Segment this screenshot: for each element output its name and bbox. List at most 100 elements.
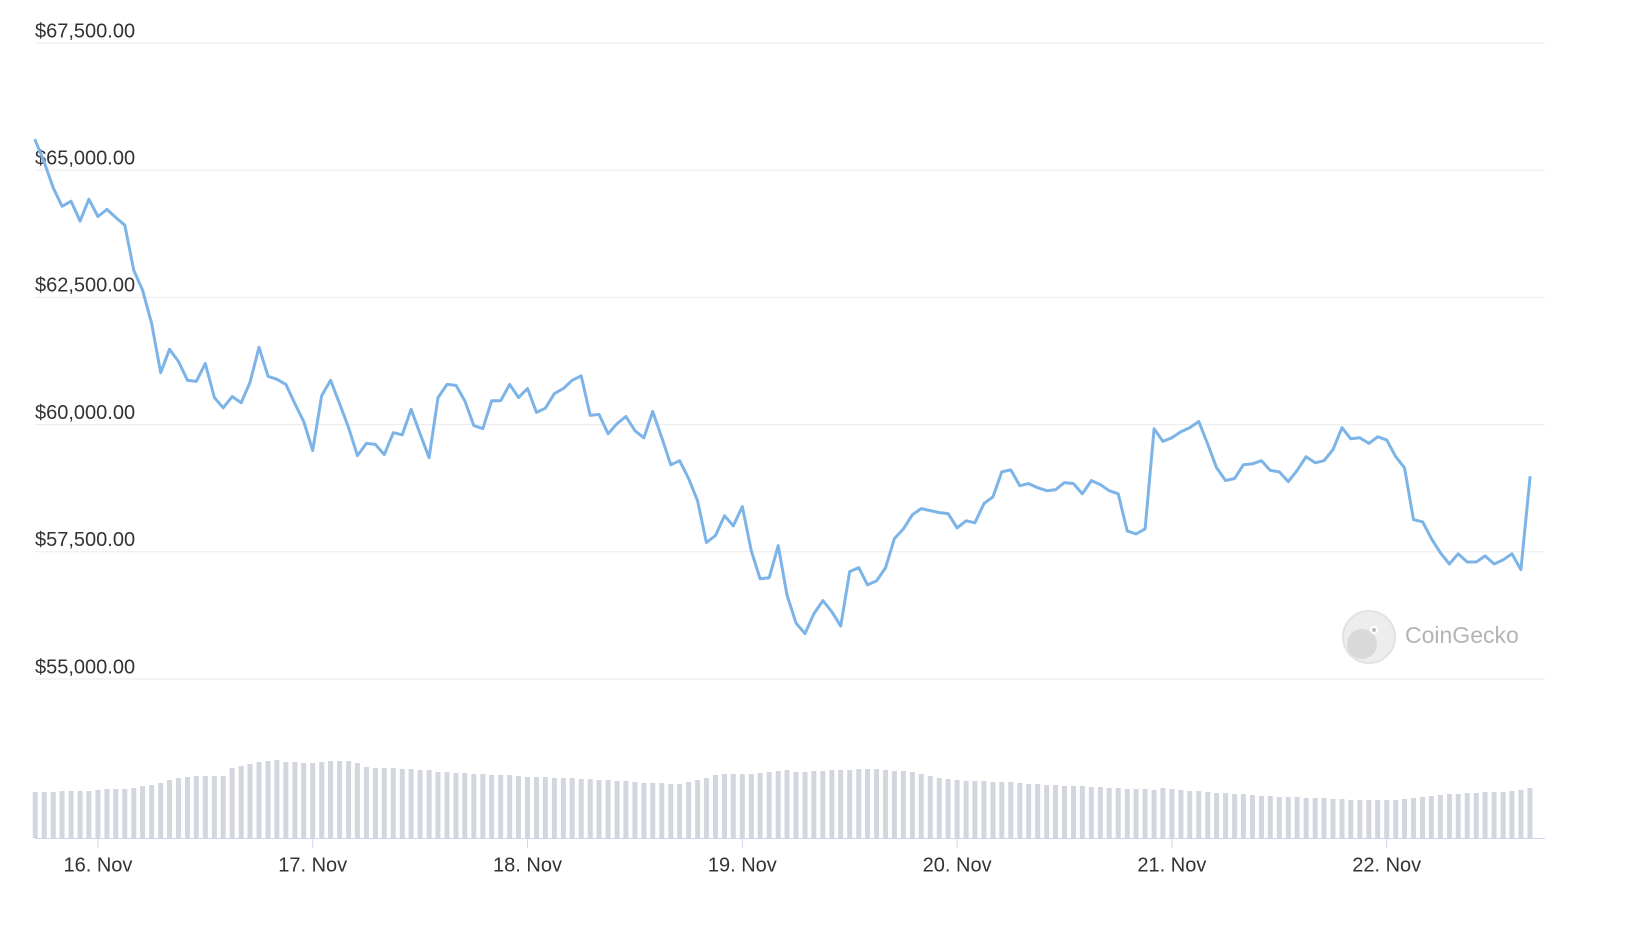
volume-bar [435,772,441,838]
volume-bar [838,770,844,838]
volume-bar [301,763,307,838]
volume-bar [1079,786,1085,838]
volume-bar [1151,790,1157,838]
volume-bar [587,779,593,838]
volume-bar [319,762,325,838]
volume-bar [1240,794,1246,838]
volume-bar [68,791,74,838]
volume-bar [641,783,647,838]
volume-bar [1509,791,1515,838]
volume-bar [1348,800,1354,838]
volume-bar [1428,796,1434,838]
x-tick-label: 16. Nov [63,854,132,876]
volume-bar [256,762,262,838]
volume-bar [122,789,128,838]
volume-bar [1464,793,1470,838]
volume-bar [1285,797,1291,838]
volume-bar [229,768,235,838]
y-tick-label: $60,000.00 [35,402,135,424]
volume-bar [1097,787,1103,838]
volume-bar [1026,784,1032,838]
volume-bar [927,776,933,838]
volume-bar [265,761,271,838]
volume-bar [1044,785,1050,838]
volume-bar [381,768,387,838]
volume-bar [820,771,826,838]
volume-bar [990,782,996,838]
volume-bar [918,774,924,838]
volume-bar [166,780,172,838]
volume-bar [1249,795,1255,838]
volume-bar [874,769,880,838]
volume-bar [891,771,897,838]
volume-bar [328,761,334,838]
volume-bar [238,766,244,838]
volume-bar [86,791,92,838]
volume-bar [1187,791,1193,838]
volume-bar [1393,800,1399,838]
volume-bar [372,768,378,838]
volume-bar [158,783,164,838]
volume-bar [337,761,343,838]
volume-bar [1473,793,1479,838]
volume-bar [721,774,727,838]
volume-bar [498,775,504,838]
volume-bar [292,762,298,838]
volume-bar [793,772,799,838]
volume-bar [605,780,611,838]
volume-bar [596,780,602,838]
volume-bar [1500,792,1506,838]
volume-bar [677,784,683,838]
volume-bar [1518,790,1524,838]
volume-bar [1312,798,1318,838]
volume-bar [283,762,289,838]
volume-bar [131,788,137,838]
volume-bar [1160,788,1166,838]
volume-bar [399,769,405,838]
volume-bar [507,775,513,838]
volume-bar [784,770,790,838]
plot: $55,000.00 $57,500.00 $60,000.00 $62,500.00… [32,20,1545,876]
volume-bar [883,770,889,838]
volume-bar [1366,800,1372,838]
volume-bar [569,778,575,838]
volume-bar [909,772,915,838]
volume-bar [149,785,155,838]
y-tick-label: $62,500.00 [35,275,135,297]
volume-bar [668,784,674,838]
volume-bar [1437,795,1443,838]
volume-bar [1178,790,1184,838]
volume-bar [811,771,817,838]
volume-bar [614,781,620,838]
volume-bar [1491,792,1497,838]
volume-bar [1446,794,1452,838]
volume-bar [650,783,656,838]
volume-bar [632,782,638,838]
volume-bar [1455,794,1461,838]
volume-bar [408,769,414,838]
volume-bar [202,776,208,838]
volume-bar [1420,797,1426,838]
volume-bar [516,776,522,838]
volume-bar [1294,797,1300,838]
watermark-logo [1342,610,1396,664]
volume-bar [59,791,65,838]
volume-bar [999,782,1005,838]
volume-bar [1124,789,1130,838]
y-tick-label: $65,000.00 [35,147,135,169]
volume-bar [1384,800,1390,838]
volume-bar [104,789,110,838]
x-tick-label: 21. Nov [1137,854,1206,876]
volume-bar [363,767,369,838]
volume-bar [936,778,942,838]
volume-bar [1527,788,1533,838]
volume-bar [945,779,951,838]
volume-bar [354,763,360,838]
volume-bar [1276,797,1282,838]
volume-bar [712,775,718,838]
volume-bar [1035,784,1041,838]
volume-bar [95,790,101,838]
volume-bar [453,773,459,838]
volume-bar [346,761,352,838]
volume-bar [766,772,772,838]
